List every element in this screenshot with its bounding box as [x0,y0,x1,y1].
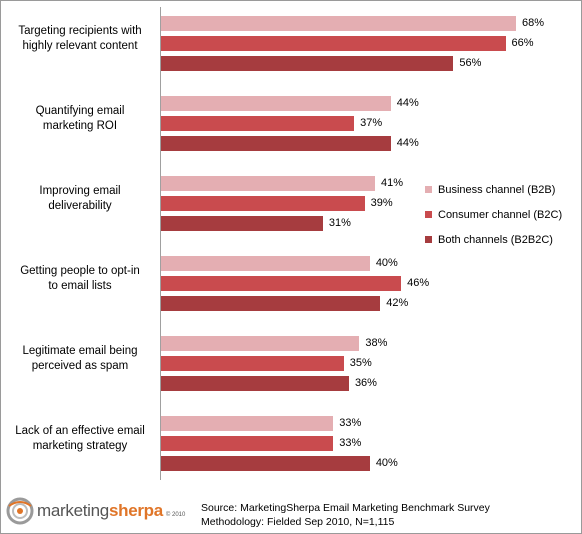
legend-label-b2c: Consumer channel (B2C) [438,208,563,221]
category-label-getting-people-to-opt-in: Getting people to opt-in to email lists [5,264,155,294]
category-label-line: Getting people to opt-in [20,265,140,277]
category-label-line: marketing ROI [42,120,118,132]
source-note: Source: MarketingSherpa Email Marketing … [201,501,490,529]
legend-swatch-b2c [425,211,432,218]
category-label-line: marketing strategy [32,440,128,452]
category-label-line: to email lists [48,280,112,292]
category-label-line: highly relevant content [22,40,138,52]
bar-b2b [161,176,376,191]
category-label-targeting-recipients-with: Targeting recipients with highly relevant… [5,24,155,54]
marketingsherpa-logo: marketingsherpa © 2010 [5,496,185,526]
logo-spiral-icon [6,497,34,525]
data-label-b2b: 41% [381,177,404,189]
data-label-b2b2c: 44% [396,137,419,149]
legend: Business channel (B2B) Consumer channel … [425,177,562,252]
category-label-improving-email: Improving email deliverability [5,184,155,214]
bar-b2c [161,436,334,451]
bar-b2b [161,96,391,111]
category-axis [160,7,161,480]
category-label-legitimate-email-being: Legitimate email being perceived as spam [5,344,155,374]
category-label-lack-of-an-effective-email: Lack of an effective email marketing stra… [5,424,155,454]
bar-b2c [161,36,506,51]
logo-copyright: © 2010 [165,512,186,518]
legend-label-b2b2c: Both channels (B2B2C) [438,233,553,246]
bar-b2b [161,16,516,31]
category-label-quantifying-email: Quantifying email marketing ROI [5,104,155,134]
data-label-b2b: 38% [365,337,388,349]
bar-b2b2c [161,376,349,391]
methodology-line: Methodology: Fielded Sep 2010, N=1,115 [201,516,395,528]
data-label-b2b: 44% [396,97,419,109]
data-label-b2c: 39% [370,197,393,209]
category-label-line: Targeting recipients with [18,25,142,37]
legend-label-b2b: Business channel (B2B) [438,183,556,196]
legend-item-b2b2c: Both channels (B2B2C) [425,227,562,252]
category-label-line: Quantifying email [35,105,125,117]
data-label-b2b2c: 31% [328,217,351,229]
bar-b2b [161,416,334,431]
legend-item-b2c: Consumer channel (B2C) [425,202,562,227]
data-label-b2b2c: 40% [375,457,398,469]
data-label-b2b: 33% [339,417,362,429]
source-line: Source: MarketingSherpa Email Marketing … [201,502,490,514]
category-label-line: Improving email [39,185,121,197]
category-label-line: Lack of an effective email [15,425,145,437]
data-label-b2b2c: 36% [354,377,377,389]
legend-item-b2b: Business channel (B2B) [425,177,562,202]
logo-wordmark-marketing: marketing [37,501,109,520]
data-label-b2c: 35% [349,357,372,369]
logo-wordmark-sherpa: sherpa [108,501,163,520]
bar-b2b2c [161,456,370,471]
data-label-b2c: 66% [511,37,534,49]
bar-b2b2c [161,296,381,311]
logo-wordmark: marketingsherpa [37,501,163,521]
data-label-b2b: 40% [375,257,398,269]
category-label-line: perceived as spam [31,360,129,372]
legend-swatch-b2b2c [425,236,432,243]
category-label-line: Legitimate email being [22,345,138,357]
bar-b2b2c [161,56,454,71]
data-label-b2c: 46% [407,277,430,289]
bar-b2b [161,256,370,271]
bar-b2c [161,116,355,131]
data-label-b2b: 68% [522,17,545,29]
bar-b2b2c [161,216,323,231]
legend-swatch-b2b [425,186,432,193]
bar-b2c [161,196,365,211]
bar-b2b [161,336,360,351]
data-label-b2c: 33% [339,437,362,449]
category-label-line: deliverability [48,200,112,212]
bar-b2c [161,276,402,291]
data-label-b2b2c: 42% [386,297,409,309]
bar-b2b2c [161,136,391,151]
data-label-b2b2c: 56% [459,57,482,69]
bar-b2c [161,356,344,371]
data-label-b2c: 37% [360,117,383,129]
